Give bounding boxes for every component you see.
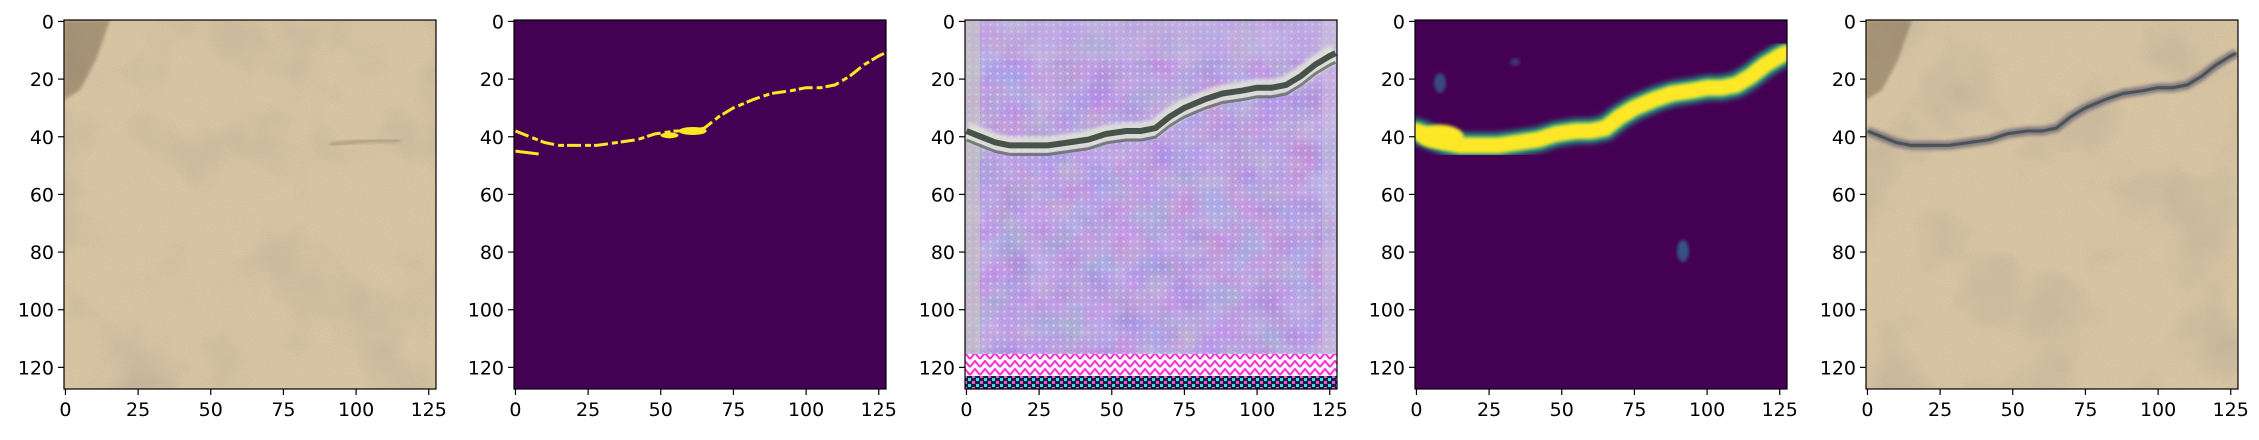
axes-frame xyxy=(964,19,1338,390)
y-tick-label: 40 xyxy=(1832,127,1856,149)
x-tick-label: 0 xyxy=(1861,399,1873,421)
x-tick-label: 25 xyxy=(1477,399,1501,421)
y-tick-label: 20 xyxy=(1832,69,1856,91)
axes-frame xyxy=(1865,19,2239,390)
x-tick-label: 125 xyxy=(1762,399,1798,421)
x-tick-label: 50 xyxy=(1550,399,1574,421)
x-tick-label: 125 xyxy=(1312,399,1348,421)
y-tick-label: 80 xyxy=(30,242,54,264)
y-tick-label: 120 xyxy=(1820,357,1856,379)
y-tick-label: 40 xyxy=(931,127,955,149)
y-tick-label: 40 xyxy=(480,127,504,149)
axes-frame xyxy=(63,19,437,390)
x-tick-label: 125 xyxy=(411,399,447,421)
x-tick-label: 75 xyxy=(271,399,295,421)
y-tick-label: 20 xyxy=(931,69,955,91)
y-tick-label: 40 xyxy=(1381,127,1405,149)
y-tick-label: 0 xyxy=(1844,11,1856,33)
y-tick-label: 100 xyxy=(919,300,955,322)
x-tick-label: 75 xyxy=(1622,399,1646,421)
y-tick-label: 60 xyxy=(480,184,504,206)
axes-panel-2: 0 25 50 75 100 125 0 20 40 60 80 100 120 xyxy=(468,11,897,421)
y-tick-label: 60 xyxy=(931,184,955,206)
panel-2-crack-mask xyxy=(514,20,886,389)
y-tick-label: 0 xyxy=(1393,11,1405,33)
axes-panel-3: 0 25 50 75 100 125 0 20 40 60 80 100 120 xyxy=(919,11,1348,421)
y-tick-label: 0 xyxy=(492,11,504,33)
x-tick-label: 75 xyxy=(2073,399,2097,421)
x-tick-label: 50 xyxy=(199,399,223,421)
y-tick-label: 100 xyxy=(468,300,504,322)
x-tick-label: 100 xyxy=(788,399,824,421)
crack-mask-line xyxy=(514,51,886,156)
x-tick-label: 25 xyxy=(1027,399,1051,421)
y-tick-label: 80 xyxy=(1832,242,1856,264)
x-tick-label: 125 xyxy=(2213,399,2249,421)
panel-5-overlay xyxy=(1866,20,2238,389)
x-tick-label: 50 xyxy=(649,399,673,421)
axes-panel-5: 0 25 50 75 100 125 0 20 40 60 80 100 120 xyxy=(1820,11,2249,421)
y-tick-label: 80 xyxy=(480,242,504,264)
y-tick-label: 60 xyxy=(1832,184,1856,206)
x-tick-label: 25 xyxy=(126,399,150,421)
generated-crack xyxy=(965,45,1337,156)
y-tick-label: 80 xyxy=(1381,242,1405,264)
x-tick-label: 50 xyxy=(2001,399,2025,421)
x-tick-label: 100 xyxy=(1239,399,1275,421)
x-tick-label: 25 xyxy=(576,399,600,421)
x-tick-label: 100 xyxy=(338,399,374,421)
y-tick-label: 100 xyxy=(18,300,54,322)
y-tick-label: 60 xyxy=(1381,184,1405,206)
x-tick-label: 75 xyxy=(721,399,745,421)
y-tick-label: 80 xyxy=(931,242,955,264)
y-tick-label: 100 xyxy=(1369,300,1405,322)
panel-4-prediction-heatmap xyxy=(1415,20,1787,389)
x-tick-label: 50 xyxy=(1100,399,1124,421)
y-tick-label: 60 xyxy=(30,184,54,206)
x-tick-label: 0 xyxy=(59,399,71,421)
axes-panel-1: 0 25 50 75 100 125 0 20 40 60 80 100 120 xyxy=(18,11,447,421)
y-tick-label: 120 xyxy=(919,357,955,379)
axes-panel-4: 0 25 50 75 100 125 0 20 40 60 80 100 120 xyxy=(1369,11,1798,421)
y-tick-label: 20 xyxy=(30,69,54,91)
x-tick-label: 125 xyxy=(861,399,897,421)
y-tick-label: 0 xyxy=(943,11,955,33)
y-tick-label: 120 xyxy=(468,357,504,379)
y-tick-label: 120 xyxy=(1369,357,1405,379)
x-tick-label: 25 xyxy=(1928,399,1952,421)
y-tick-label: 40 xyxy=(30,127,54,149)
y-tick-label: 0 xyxy=(42,11,54,33)
panel-3-generated-texture xyxy=(965,20,1337,389)
x-tick-label: 100 xyxy=(1689,399,1725,421)
y-tick-label: 20 xyxy=(480,69,504,91)
x-tick-label: 75 xyxy=(1172,399,1196,421)
x-tick-label: 0 xyxy=(1410,399,1422,421)
axes-frame xyxy=(513,19,887,390)
y-tick-label: 100 xyxy=(1820,300,1856,322)
predicted-crack xyxy=(1415,41,1787,158)
x-tick-label: 0 xyxy=(509,399,521,421)
axes-frame xyxy=(1414,19,1788,390)
y-tick-label: 120 xyxy=(18,357,54,379)
x-tick-label: 0 xyxy=(960,399,972,421)
panel-1-sand-photo xyxy=(64,20,436,389)
x-tick-label: 100 xyxy=(2140,399,2176,421)
overlay-crack xyxy=(1866,49,2238,150)
y-tick-label: 20 xyxy=(1381,69,1405,91)
